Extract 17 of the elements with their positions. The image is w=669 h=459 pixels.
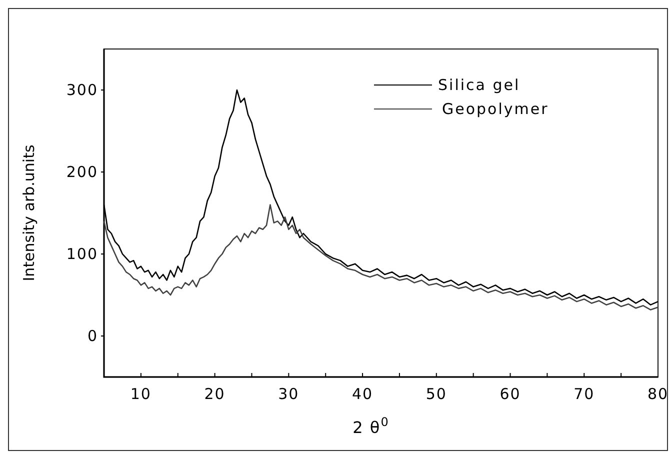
- x-axis-title: 2 θ$^{0}$: [352, 415, 390, 437]
- x-tick-label: 60: [500, 385, 521, 403]
- y-axis-title: Intensity arb.units: [20, 144, 38, 282]
- x-tick-label: 80: [647, 385, 669, 403]
- y-tick-label: 100: [66, 244, 98, 263]
- y-tick-label: 300: [66, 80, 98, 99]
- y-tick-label: 200: [66, 162, 98, 181]
- line-series: [103, 204, 659, 310]
- x-tick-label: 20: [204, 385, 226, 403]
- x-tick-label: 40: [352, 385, 374, 403]
- legend-label: Silica gel: [438, 76, 520, 94]
- x-tick-label: 30: [278, 385, 300, 403]
- x-tick-label: 10: [130, 385, 152, 403]
- x-tick-label: 50: [426, 385, 447, 403]
- x-tick-label: 70: [574, 385, 595, 403]
- y-tick-label: 0: [87, 326, 98, 345]
- legend-label: Geopolymer: [442, 100, 549, 118]
